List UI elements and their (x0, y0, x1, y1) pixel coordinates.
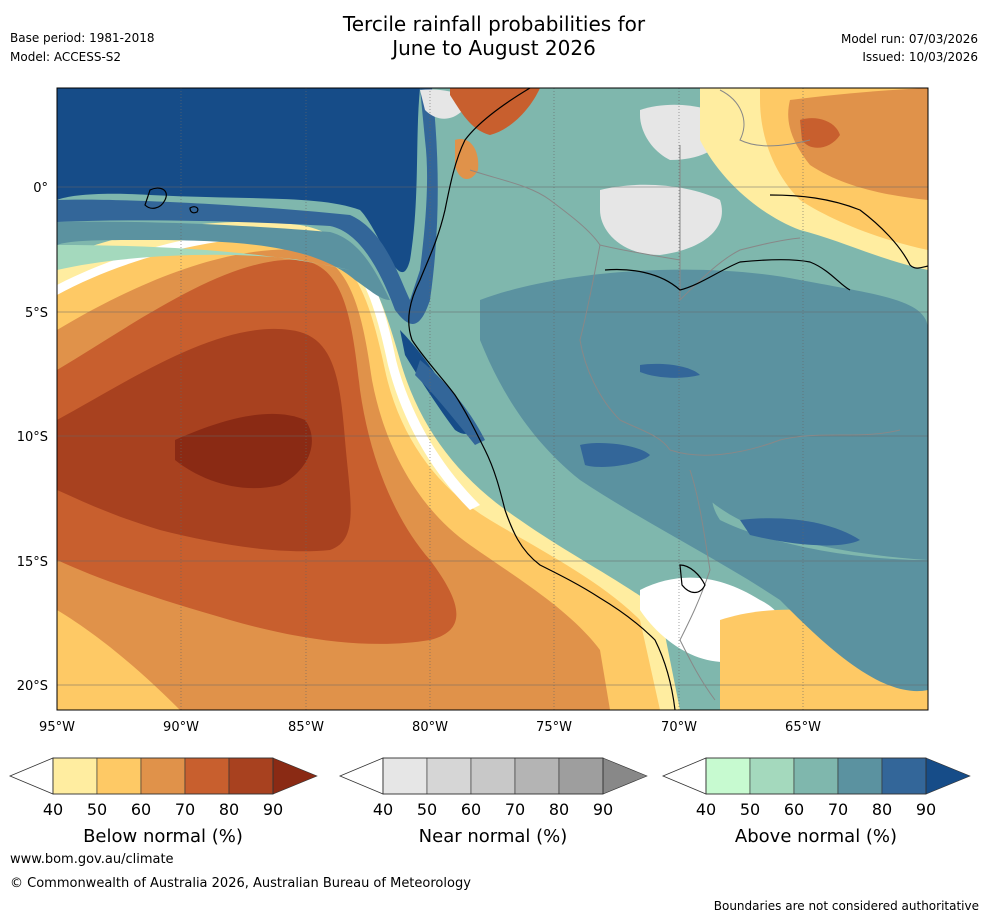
map-fill-layer (57, 88, 928, 710)
cb-above-start-cap (661, 757, 707, 795)
copyright-notice: © Commonwealth of Australia 2026, Austra… (10, 876, 471, 891)
cb-near-swatch (470, 757, 516, 795)
cb-near-tick: 60 (460, 800, 482, 819)
model-run-date: Model run: 07/03/2026 (840, 32, 978, 46)
cb-below-tick: 90 (262, 800, 284, 819)
lon-label: 85°W (288, 720, 324, 735)
latitude-labels: 0° 5°S 10°S 15°S 20°S (17, 181, 48, 694)
cb-below-end-cap (272, 757, 318, 795)
above-normal-colorbar (661, 757, 971, 795)
cb-near-tick: 50 (416, 800, 438, 819)
cb-near-tick: 40 (372, 800, 394, 819)
above-normal-title: Above normal (%) (734, 826, 898, 847)
cb-above-tick: 70 (827, 800, 849, 819)
lat-label: 15°S (17, 555, 48, 570)
cb-above-end-cap (925, 757, 971, 795)
cb-near-swatch (514, 757, 560, 795)
cb-near-swatch (558, 757, 604, 795)
base-period: Base period: 1981-2018 (10, 31, 155, 45)
lon-label: 70°W (661, 720, 697, 735)
cb-above-swatch (749, 757, 795, 795)
below-90-region (175, 413, 312, 489)
cb-below-swatch (52, 757, 98, 795)
near-40-patch-1 (600, 184, 722, 255)
above-80-band (57, 88, 438, 324)
cb-below-swatch (184, 757, 230, 795)
latitude-lines (57, 186, 928, 686)
cb-near-start-cap (338, 757, 384, 795)
above-90-north (57, 88, 420, 273)
cb-below-tick: 70 (174, 800, 196, 819)
lat-label: 5°S (25, 306, 48, 321)
cb-above-swatch (881, 757, 927, 795)
lon-label: 80°W (412, 720, 448, 735)
above-70-east (660, 435, 928, 560)
above-50-band (57, 245, 350, 270)
cb-below-tick: 50 (86, 800, 108, 819)
lat-label: 20°S (17, 679, 48, 694)
probability-map: 95°W 90°W 85°W 80°W 75°W 70°W 65°W 0° 5°… (17, 87, 929, 735)
map-frame (56, 87, 929, 711)
cb-below-swatch (228, 757, 274, 795)
cb-above-tick: 80 (871, 800, 893, 819)
cb-near-swatch (382, 757, 428, 795)
cb-near-tick: 80 (548, 800, 570, 819)
lat-label: 10°S (17, 430, 48, 445)
cb-near-tick: 70 (504, 800, 526, 819)
cb-near-swatch (426, 757, 472, 795)
cb-above-swatch (793, 757, 839, 795)
cb-below-swatch (140, 757, 186, 795)
lon-label: 65°W (785, 720, 821, 735)
cb-below-start-cap (8, 757, 54, 795)
cb-below-tick: 60 (130, 800, 152, 819)
cb-below-tick: 40 (42, 800, 64, 819)
below-normal-title: Below normal (%) (83, 826, 243, 847)
above-80-patch-1 (580, 443, 650, 467)
country-borders (469, 89, 901, 701)
cb-above-tick: 50 (739, 800, 761, 819)
title-line-1: Tercile rainfall probabilities for (342, 12, 646, 36)
cb-above-tick: 60 (783, 800, 805, 819)
lon-label: 95°W (39, 720, 75, 735)
coastal-above-streak-2 (415, 360, 485, 445)
coastline (144, 88, 928, 710)
lon-label: 90°W (163, 720, 199, 735)
cb-near-end-cap (602, 757, 648, 795)
map-title: Tercile rainfall probabilities for June … (0, 12, 988, 60)
neutral-band-1 (57, 229, 480, 510)
cb-above-tick: 90 (915, 800, 937, 819)
above-80-patch-3 (640, 363, 700, 378)
boundary-disclaimer: Boundaries are not considered authoritat… (713, 899, 979, 913)
cb-below-tick: 80 (218, 800, 240, 819)
website-link[interactable]: www.bom.gov.au/climate (10, 852, 174, 867)
cb-below-swatch (96, 757, 142, 795)
issued-date: Issued: 10/03/2026 (862, 50, 978, 64)
cb-above-swatch (705, 757, 751, 795)
above-80-patch-2 (740, 518, 860, 546)
model-name: Model: ACCESS-S2 (10, 50, 122, 64)
near-normal-title: Near normal (%) (418, 826, 568, 847)
title-line-2: June to August 2026 (392, 36, 596, 60)
below-normal-colorbar (8, 757, 318, 795)
near-normal-colorbar (338, 757, 648, 795)
lat-label: 0° (33, 181, 48, 196)
cb-near-tick: 90 (592, 800, 614, 819)
cb-above-tick: 40 (695, 800, 717, 819)
below-60-northeast (788, 88, 928, 200)
cb-above-swatch (837, 757, 883, 795)
longitude-labels: 95°W 90°W 85°W 80°W 75°W 70°W 65°W (39, 720, 821, 735)
lon-label: 75°W (536, 720, 572, 735)
above-70-band (57, 221, 390, 300)
